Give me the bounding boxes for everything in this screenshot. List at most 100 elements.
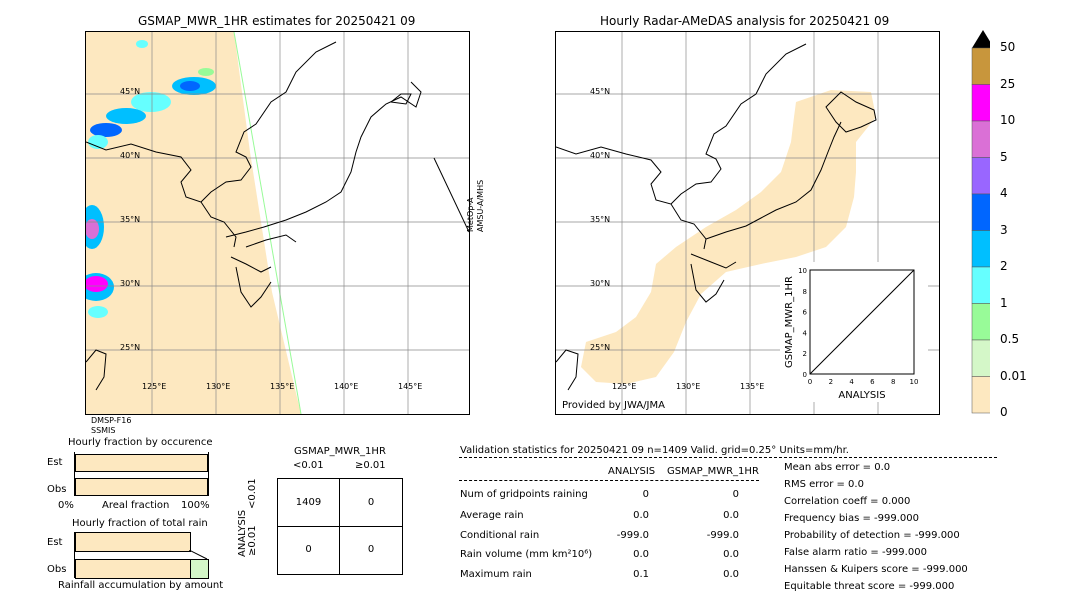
fraction-occurrence-row-obs: Obs [47, 484, 67, 495]
scatter-ylabel: GSMAP_MWR_1HR [784, 276, 795, 368]
fraction-axis-left: 0% [58, 500, 74, 511]
validation-analysis: 0.0 [633, 510, 649, 521]
left-lat-label: 30°N [120, 279, 140, 288]
right-map-canvas: 45°N 40°N 35°N 30°N 25°N 125°E 130°E 135… [556, 32, 939, 414]
left-lon-label: 140°E [334, 382, 358, 391]
fraction-occurrence-title: Hourly fraction by occurence [68, 437, 213, 448]
fraction-occurrence-bar-obs [75, 478, 208, 496]
validation-score: Equitable threat score = -999.000 [784, 581, 955, 592]
colorbar-swatch [971, 303, 990, 341]
contingency-cell: 0 [367, 544, 375, 555]
colorbar: 50 25 10 5 4 3 2 1 0.5 0.01 0 [960, 28, 1027, 419]
validation-label: Average rain [460, 510, 524, 521]
scatter-x-tick: 4 [849, 378, 854, 386]
validation-gsmap: -999.0 [706, 530, 739, 541]
validation-header: Validation statistics for 20250421 09 n=… [460, 445, 849, 456]
colorbar-swatch [971, 47, 990, 85]
left-lon-label: 130°E [206, 382, 230, 391]
validation-gsmap: 0.0 [723, 569, 739, 580]
validation-score: Mean abs error = 0.0 [784, 462, 891, 473]
radar-coverage [581, 90, 876, 384]
left-lat-label: 35°N [120, 215, 140, 224]
validation-gsmap: 0.0 [723, 510, 739, 521]
validation-label: Rain volume (mm km²10⁶) [460, 549, 593, 560]
validation-col-analysis: ANALYSIS [608, 466, 656, 477]
colorbar-swatches [971, 30, 990, 414]
scatter-x-tick: 2 [829, 378, 833, 386]
fraction-occurrence-bar-est [75, 454, 208, 472]
colorbar-swatch [971, 120, 990, 158]
scatter-plot: 00 2 2 4 4 6 6 8 8 10 10 ANALYSIS GSMAP_MWR_1HR [784, 267, 918, 401]
right-lat-label: 45°N [590, 87, 610, 96]
fraction-rain-row-obs: Obs [47, 564, 67, 575]
contingency-table: 1409 0 0 0 [277, 478, 403, 575]
scatter-y-tick: 2 [803, 350, 807, 358]
colorbar-swatch [971, 266, 990, 304]
scatter-y-tick: 0 [803, 371, 807, 379]
colorbar-label: 0 [1000, 405, 1008, 419]
contingency-cell: 0 [367, 497, 375, 508]
left-coastlines [86, 41, 469, 391]
validation-analysis: 0.1 [633, 569, 649, 580]
left-bottom-label-2: SSMIS [91, 426, 116, 435]
left-map: 45°N 40°N 35°N 30°N 25°N 125°E 130°E 135… [85, 31, 470, 415]
left-lat-label: 25°N [120, 343, 140, 352]
left-lon-label: 145°E [398, 382, 422, 391]
scatter-reference-line [809, 269, 915, 375]
validation-analysis: 0 [642, 489, 649, 500]
fraction-occurrence-plot [74, 452, 209, 496]
fraction-rain-title: Hourly fraction of total rain [72, 518, 208, 529]
validation-divider-1 [459, 457, 997, 458]
left-swath-area [86, 32, 301, 414]
fraction-rain-bar-obs-b [190, 559, 209, 579]
left-map-title: GSMAP_MWR_1HR estimates for 20250421 09 [138, 14, 416, 28]
colorbar-label: 25 [1000, 76, 1016, 91]
colorbar-label: 2 [1000, 259, 1008, 273]
fraction-rain-bar-est [75, 532, 191, 552]
fraction-rain-row-est: Est [47, 537, 63, 548]
fraction-axis-mid: Areal fraction [102, 500, 170, 511]
right-coastlines [556, 43, 877, 391]
scatter-y-tick: 8 [803, 288, 807, 296]
contingency-cell: 0 [305, 544, 312, 555]
scatter-x-tick: 0 [808, 378, 812, 386]
scatter-y-tick: 10 [798, 267, 807, 275]
colorbar-extend-arrow [972, 30, 990, 48]
left-lon-labels: 125°E 130°E 135°E 140°E 145°E [142, 382, 422, 391]
contingency-col-label: ≥0.01 [355, 460, 386, 471]
scatter-y-tick: 6 [803, 309, 808, 317]
colorbar-label: 5 [1000, 149, 1008, 164]
validation-analysis: 0.0 [633, 549, 649, 560]
validation-score: Frequency bias = -999.000 [784, 513, 919, 524]
scatter-x-tick: 8 [891, 378, 895, 386]
colorbar-swatch [971, 339, 990, 377]
contingency-row-label: ≥0.01 [247, 525, 258, 556]
left-lon-label: 135°E [270, 382, 294, 391]
right-lat-label: 30°N [590, 279, 610, 288]
contingency-cell: 1409 [295, 497, 322, 508]
validation-col-gsmap: GSMAP_MWR_1HR [667, 466, 759, 477]
validation-score: Correlation coeff = 0.000 [784, 496, 911, 507]
colorbar-label: 0.5 [1000, 332, 1020, 346]
right-map-title: Hourly Radar-AMeDAS analysis for 2025042… [600, 14, 890, 28]
right-lon-label: 135°E [740, 382, 764, 391]
left-lat-label: 40°N [120, 151, 140, 160]
right-map-credit: Provided by JWA/JMA [562, 400, 665, 411]
colorbar-label: 3 [1000, 222, 1008, 237]
validation-score: Hanssen & Kuipers score = -999.000 [784, 564, 968, 575]
colorbar-label: 0.01 [1000, 368, 1027, 383]
fraction-rain-plot [74, 532, 209, 579]
validation-score: RMS error = 0.0 [784, 479, 864, 490]
scatter-frame [809, 269, 915, 375]
validation-score: Probability of detection = -999.000 [784, 530, 960, 541]
scatter-x-tick: 6 [870, 378, 875, 386]
left-lat-label: 45°N [120, 87, 140, 96]
scatter-inset: 0 0 2 2 4 4 6 6 8 8 10 10 ANALYSIS GSMAP_MWR_1HR [780, 262, 928, 402]
left-rain-blobs [86, 40, 216, 318]
validation-divider-2 [459, 480, 759, 481]
colorbar-swatch [971, 230, 990, 268]
colorbar-label: 50 [1000, 40, 1016, 54]
validation-label: Maximum rain [460, 569, 532, 580]
colorbar-swatch [971, 193, 990, 231]
validation-label: Conditional rain [460, 530, 540, 541]
